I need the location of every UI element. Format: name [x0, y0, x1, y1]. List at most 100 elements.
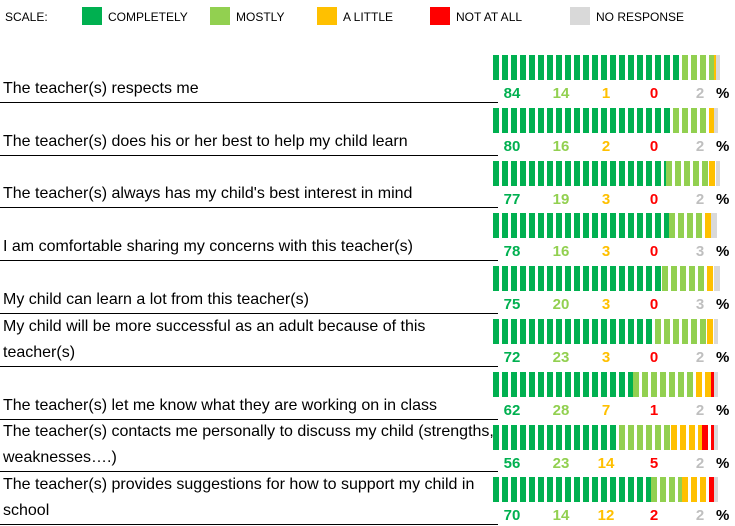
scale-label: SCALE:: [5, 10, 48, 24]
bar-segment: [709, 477, 714, 503]
bar-segment: [632, 371, 696, 397]
value-label: 77: [503, 190, 521, 208]
bar-segment: [695, 371, 712, 397]
value-label: 2: [695, 454, 705, 472]
bar-segment: [493, 424, 619, 450]
unit-label: %: [716, 190, 730, 208]
legend-label: MOSTLY: [236, 10, 285, 24]
value-label: 23: [552, 349, 570, 366]
value-label: 2: [695, 137, 705, 155]
bar-segment: [702, 424, 714, 450]
bar-segment: [713, 371, 718, 397]
legend-swatch: [570, 7, 590, 25]
unit-label: %: [716, 243, 730, 261]
unit-label: %: [716, 454, 730, 472]
bar-segment: [493, 371, 633, 397]
bar-segment: [673, 107, 709, 133]
bar-segment: [713, 107, 718, 133]
legend-label: A LITTLE: [343, 10, 394, 24]
value-label: 12: [597, 507, 615, 525]
bar-segment: [713, 424, 718, 450]
unit-label: %: [716, 137, 730, 155]
bar-segment: [493, 477, 651, 503]
bar-segment: [493, 213, 669, 239]
bar-segment: [715, 160, 721, 186]
bar-segment: [668, 213, 705, 239]
bar-segment: [713, 477, 718, 503]
value-label: 0: [649, 137, 659, 155]
value-label: 7: [601, 401, 611, 419]
bar-segment: [650, 477, 682, 503]
value-label: 0: [649, 243, 659, 261]
value-label: 80: [503, 137, 521, 155]
value-label: 2: [649, 507, 659, 525]
value-label: 1: [649, 401, 659, 419]
bar-segment: [682, 477, 709, 503]
bar-segment: [682, 55, 714, 80]
value-label: 0: [649, 85, 659, 102]
bar-segment: [706, 319, 714, 344]
bar-segment: [661, 266, 707, 292]
value-label: 0: [649, 190, 659, 208]
value-label: 19: [552, 190, 570, 208]
value-label: 84: [503, 85, 521, 102]
bar-segment: [713, 266, 721, 292]
statement: The teacher(s) always has my child's bes…: [0, 156, 498, 209]
unit-label: %: [716, 507, 730, 525]
value-label: 2: [695, 401, 705, 419]
statement: The teacher(s) contacts me personally to…: [0, 420, 498, 473]
bar-segment: [713, 55, 716, 80]
value-label: 23: [552, 454, 570, 472]
value-label: 1: [601, 85, 611, 102]
value-label: 3: [601, 243, 611, 261]
legend-label: COMPLETELY: [108, 10, 188, 24]
value-label: 28: [552, 401, 570, 419]
value-label: 5: [649, 454, 659, 472]
statement: The teacher(s) respects me: [0, 50, 498, 103]
legend-swatch: [430, 7, 450, 25]
value-label: 14: [552, 85, 570, 102]
value-label: 14: [552, 507, 570, 525]
bar-segment: [493, 107, 673, 133]
legend-swatch: [210, 7, 230, 25]
value-label: 62: [503, 401, 521, 419]
bar-segment: [493, 266, 662, 292]
legend-swatch: [82, 7, 102, 25]
value-label: 2: [695, 507, 705, 525]
bar-segment: [493, 55, 682, 80]
value-label: 70: [503, 507, 521, 525]
statement: The teacher(s) let me know what they are…: [0, 367, 498, 420]
value-label: 2: [695, 190, 705, 208]
value-label: 3: [695, 296, 705, 314]
value-label: 14: [597, 454, 615, 472]
value-label: 2: [695, 349, 705, 366]
value-label: 72: [503, 349, 521, 366]
bar-segment: [619, 424, 671, 450]
value-label: 75: [503, 296, 521, 314]
bar-segment: [493, 160, 667, 186]
bar-segment: [715, 55, 721, 80]
bar-segment: [713, 319, 718, 344]
bar-segment: [704, 213, 712, 239]
value-label: 3: [601, 296, 611, 314]
legend-label: NOT AT ALL: [456, 10, 523, 24]
bar-segment: [666, 160, 709, 186]
value-label: 16: [552, 243, 570, 261]
value-label: 16: [552, 137, 570, 155]
bar-segment: [709, 160, 716, 186]
value-label: 3: [601, 349, 611, 366]
value-label: 2: [601, 137, 611, 155]
value-label: 3: [601, 190, 611, 208]
bar-segment: [670, 424, 703, 450]
bar-segment: [709, 107, 714, 133]
bar-segment: [711, 213, 718, 239]
legend-label: NO RESPONSE: [596, 10, 685, 24]
value-label: 0: [649, 296, 659, 314]
unit-label: %: [716, 401, 730, 419]
statement: The teacher(s) provides suggestions for …: [0, 472, 498, 526]
bar-segment: [711, 371, 714, 397]
value-label: 2: [695, 85, 705, 102]
statement: The teacher(s) does his or her best to h…: [0, 103, 498, 156]
value-label: 78: [503, 243, 521, 261]
